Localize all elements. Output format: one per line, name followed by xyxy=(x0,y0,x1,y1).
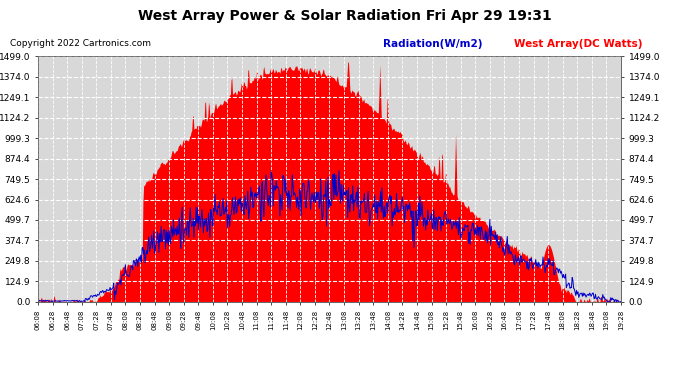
Text: West Array(DC Watts): West Array(DC Watts) xyxy=(514,39,642,50)
Text: Copyright 2022 Cartronics.com: Copyright 2022 Cartronics.com xyxy=(10,39,151,48)
Text: West Array Power & Solar Radiation Fri Apr 29 19:31: West Array Power & Solar Radiation Fri A… xyxy=(138,9,552,23)
Text: Radiation(W/m2): Radiation(W/m2) xyxy=(383,39,482,50)
